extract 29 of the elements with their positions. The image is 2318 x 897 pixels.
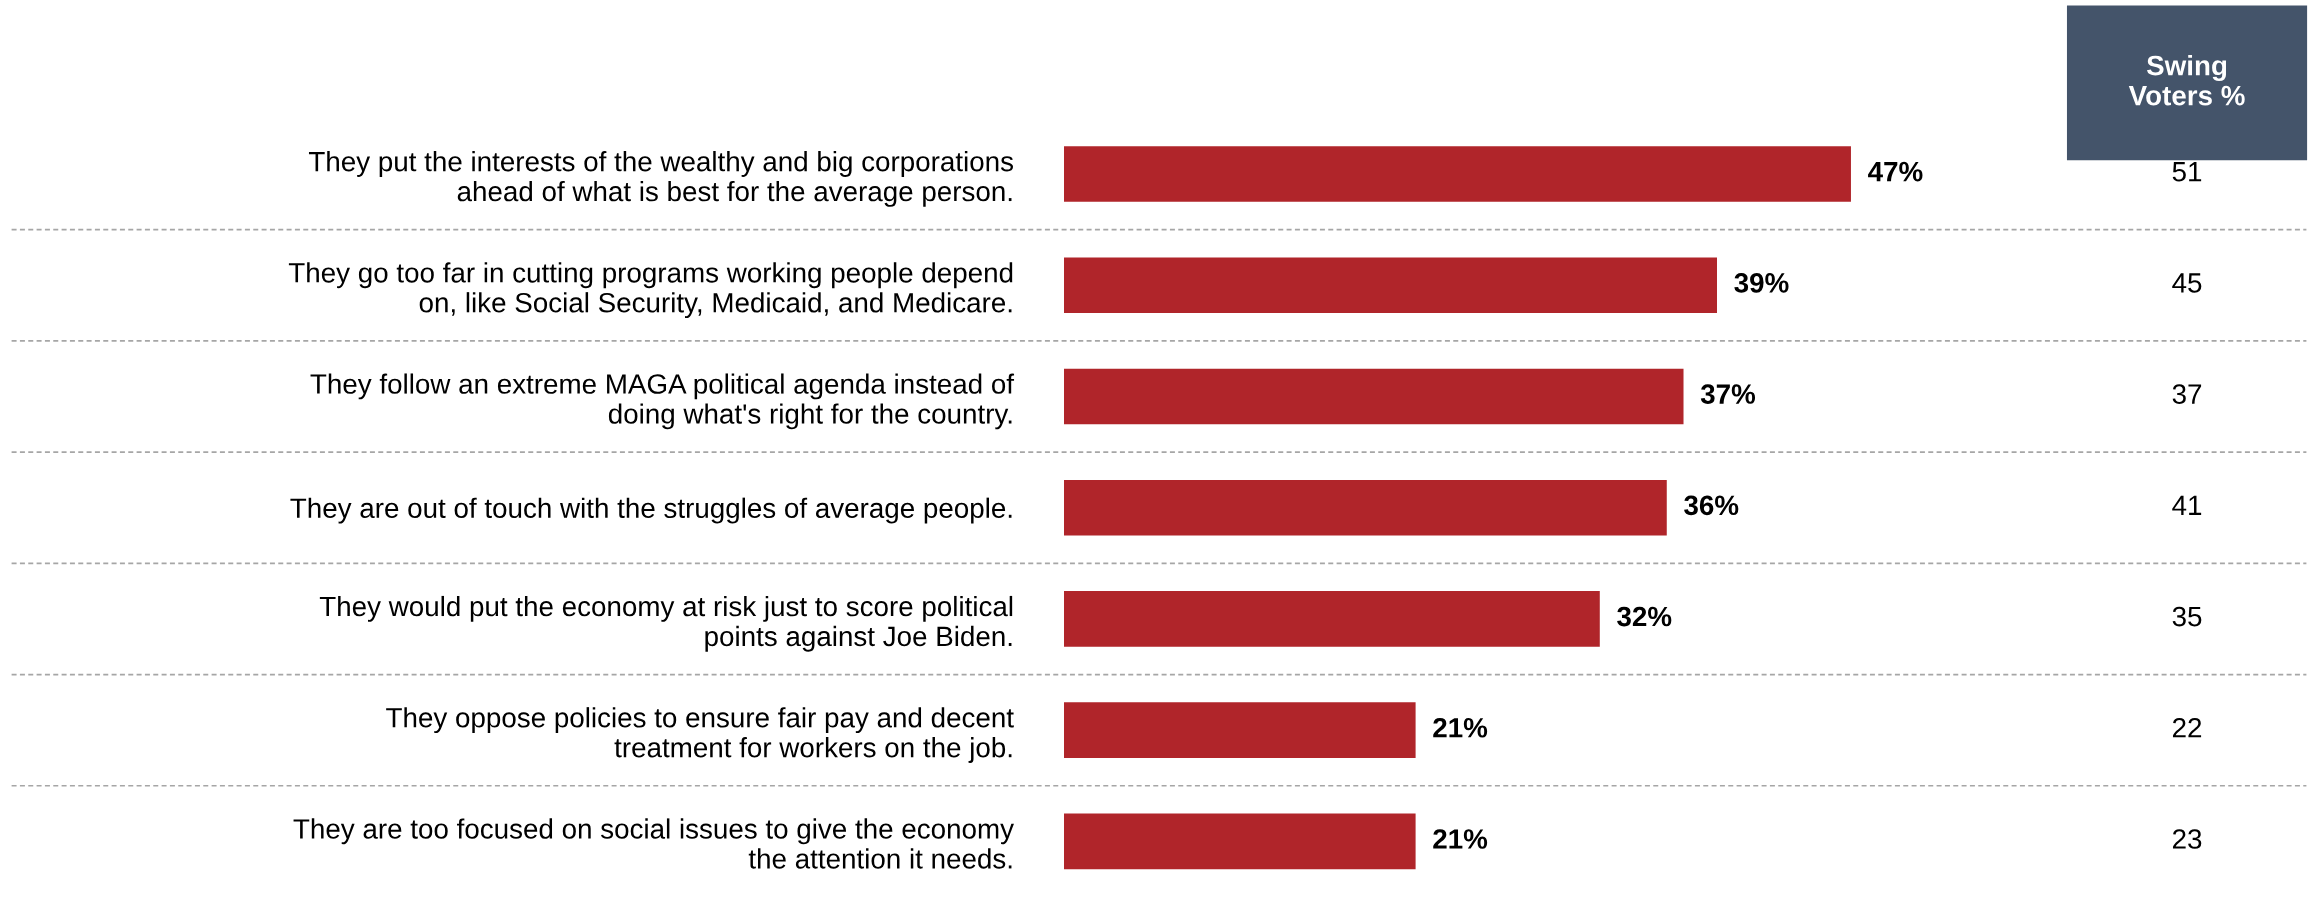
bar [1063, 813, 1416, 870]
bar [1063, 257, 1717, 314]
bar [1063, 368, 1684, 425]
bar [1063, 146, 1851, 202]
data-label: 23 [2172, 829, 2202, 849]
text: Swing Voters % [2128, 55, 2245, 106]
y-tick-label: They are too focused on social issues to give the economy the attention it needs. [293, 818, 1014, 869]
data-label: 51 [2172, 162, 2202, 182]
data-label: 47% [1868, 161, 1923, 182]
y-tick-label: They would put the economy at risk just to score political points against Joe Biden. [319, 595, 1013, 652]
data-label: 37% [1700, 384, 1756, 404]
data-label: 32% [1617, 606, 1672, 627]
data-label: 45 [2172, 273, 2202, 293]
data-label: 36% [1684, 495, 1739, 516]
data-label: 22 [2172, 717, 2202, 738]
bar [1063, 479, 1667, 536]
y-tick-label: They put the interests of the wealthy and big corporations ahead of what is best for the average person. [308, 151, 1014, 207]
data-label: 35 [2172, 606, 2202, 627]
data-label: 41 [2172, 495, 2202, 515]
data-label: 21% [1433, 829, 1488, 849]
y-tick-label: They go too far in cutting programs working people depend on, like Social Security, Medicaid, and Medicare. [288, 262, 1013, 319]
y-tick-label: They are out of touch with the struggles of average people. [290, 497, 1012, 524]
y-tick-label: They oppose policies to ensure fair pay and decent treatment for workers on the job. [386, 707, 1014, 763]
data-label: 37 [2172, 384, 2202, 404]
y-tick-label: They follow an extreme MAGA political agenda instead of doing what's right for the country. [310, 373, 1015, 430]
data-label: 39% [1734, 273, 1789, 293]
data-label: 21% [1433, 717, 1488, 738]
bar [1063, 702, 1416, 758]
bar [1063, 591, 1600, 647]
